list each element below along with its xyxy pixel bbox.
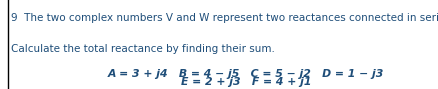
Text: A = 3 + j4   B = 4 − j5   C = 5 − j2   D = 1 − j3: A = 3 + j4 B = 4 − j5 C = 5 − j2 D = 1 −… (107, 69, 383, 79)
Text: 9  The two complex numbers V and W represent two reactances connected in series.: 9 The two complex numbers V and W repres… (11, 13, 438, 23)
Text: Calculate the total reactance by finding their sum.: Calculate the total reactance by finding… (11, 44, 274, 54)
Text: E = 2 + j3   F = 4 + j1: E = 2 + j3 F = 4 + j1 (180, 77, 311, 87)
